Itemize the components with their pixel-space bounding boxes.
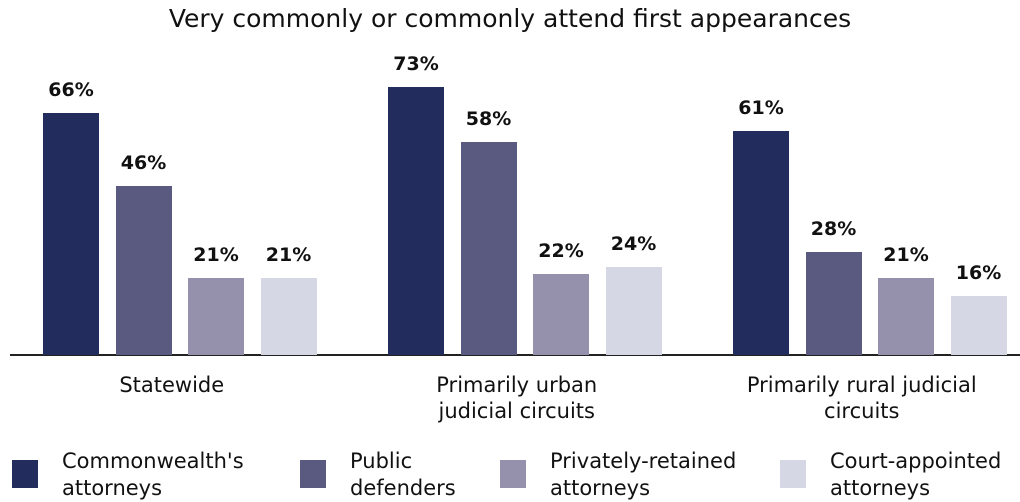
- legend-swatch: [12, 460, 38, 488]
- value-label: 22%: [538, 240, 584, 263]
- bar: [388, 87, 444, 355]
- value-label: 21%: [265, 243, 312, 266]
- value-label: 28%: [810, 218, 857, 241]
- bar: [43, 112, 99, 355]
- x-tick-label: Statewide: [119, 373, 225, 397]
- legend-label: Privately-retained attorneys: [550, 449, 737, 500]
- value-label: 21%: [883, 243, 929, 266]
- baseline: [10, 354, 1020, 356]
- chart-title: Very commonly or commonly attend first a…: [168, 4, 852, 33]
- bar: [533, 274, 589, 355]
- x-tick-label: Primarily urban judicial circuits: [436, 373, 598, 423]
- bar: [460, 142, 517, 355]
- bar: [878, 277, 934, 355]
- value-label: 73%: [393, 53, 439, 76]
- value-label: 24%: [610, 232, 657, 255]
- legend-label: Commonwealth's attorneys: [62, 449, 244, 500]
- bar: [115, 186, 172, 355]
- value-label: 21%: [193, 243, 239, 266]
- legend-label: Public defenders: [350, 449, 456, 500]
- bar: [605, 266, 662, 355]
- legend-swatch: [780, 460, 806, 488]
- value-label: 58%: [465, 108, 512, 131]
- x-tick-label: Primarily rural judicial circuits: [746, 373, 977, 423]
- legend-label: Court-appointed attorneys: [830, 449, 1002, 500]
- bar: [733, 131, 789, 355]
- value-label: 61%: [738, 97, 784, 120]
- value-label: 16%: [955, 262, 1002, 285]
- bar: [188, 277, 244, 355]
- bar: [805, 252, 862, 355]
- bar: [950, 296, 1007, 355]
- value-label: 66%: [48, 78, 94, 101]
- bar: [260, 277, 317, 355]
- legend-swatch: [500, 460, 526, 488]
- value-label: 46%: [120, 152, 167, 175]
- legend-swatch: [300, 460, 326, 488]
